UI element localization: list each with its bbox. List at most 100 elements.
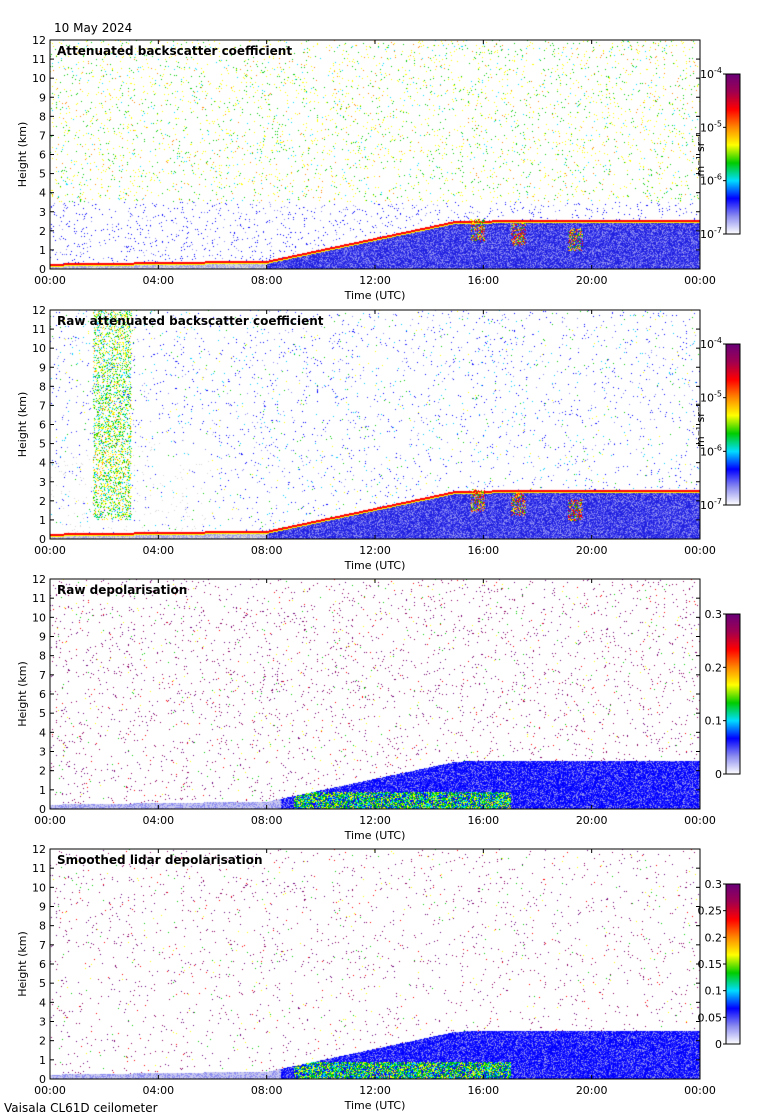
- y-tick-label: 9: [39, 631, 46, 644]
- x-tick-label: 20:00: [576, 814, 608, 827]
- y-axis-label: Height (km): [16, 122, 29, 188]
- y-axis-label: Height (km): [16, 931, 29, 997]
- y-tick-label: 7: [39, 669, 46, 682]
- heatmap-image: [50, 849, 700, 1079]
- y-tick-label: 10: [32, 72, 46, 85]
- colorbar-tick-label: 0.2: [705, 661, 723, 674]
- y-tick-label: 7: [39, 129, 46, 142]
- y-tick-label: 0: [39, 1073, 46, 1086]
- y-tick-label: 8: [39, 110, 46, 123]
- y-tick-label: 4: [39, 726, 46, 739]
- colorbar-tick-exponent: -4: [714, 66, 722, 75]
- colorbar-tick-exponent: -7: [714, 226, 722, 235]
- colorbar-tick-label: 0.2: [705, 931, 723, 944]
- x-tick-label: 16:00: [467, 1084, 499, 1097]
- y-tick-label: 8: [39, 380, 46, 393]
- y-tick-label: 1: [39, 1054, 46, 1067]
- colorbar-tick-label: 0.25: [698, 905, 723, 918]
- x-axis-label: Time (UTC): [344, 559, 406, 572]
- y-tick-label: 2: [39, 1035, 46, 1048]
- y-tick-label: 4: [39, 996, 46, 1009]
- colorbar-tick-exponent: -5: [714, 119, 722, 128]
- y-tick-label: 10: [32, 881, 46, 894]
- panel-title: Raw attenuated backscatter coefficient: [57, 314, 324, 328]
- y-axis-label: Height (km): [16, 661, 29, 727]
- panel-title: Attenuated backscatter coefficient: [57, 44, 292, 58]
- y-tick-label: 5: [39, 168, 46, 181]
- y-tick-label: 1: [39, 784, 46, 797]
- x-axis-label: Time (UTC): [344, 289, 406, 302]
- y-tick-label: 6: [39, 688, 46, 701]
- colorbar-tick-label: 0.3: [705, 608, 723, 621]
- y-tick-label: 0: [39, 533, 46, 546]
- y-tick-label: 11: [32, 862, 46, 875]
- y-tick-label: 12: [32, 843, 46, 856]
- colorbar-label: m⁻¹ sr⁻¹: [694, 402, 707, 447]
- y-tick-label: 1: [39, 514, 46, 527]
- heatmap-image: [50, 40, 700, 269]
- colorbar-tick-label: 10-7: [700, 497, 722, 512]
- y-tick-label: 3: [39, 746, 46, 759]
- x-tick-label: 08:00: [251, 1084, 283, 1097]
- y-tick-label: 6: [39, 419, 46, 432]
- x-tick-label: 00:00: [684, 814, 716, 827]
- y-tick-label: 1: [39, 244, 46, 257]
- x-tick-label: 20:00: [576, 1084, 608, 1097]
- x-tick-label: 00:00: [34, 274, 66, 287]
- colorbar-tick-exponent: -6: [714, 173, 722, 182]
- x-tick-label: 16:00: [467, 814, 499, 827]
- instrument-label: Vaisala CL61D ceilometer: [4, 1101, 158, 1115]
- y-tick-label: 2: [39, 765, 46, 778]
- y-tick-label: 7: [39, 939, 46, 952]
- y-tick-label: 2: [39, 495, 46, 508]
- x-tick-label: 20:00: [576, 274, 608, 287]
- y-tick-label: 12: [32, 304, 46, 317]
- y-tick-label: 6: [39, 149, 46, 162]
- x-tick-label: 04:00: [142, 1084, 174, 1097]
- x-tick-label: 00:00: [34, 814, 66, 827]
- x-tick-label: 04:00: [142, 544, 174, 557]
- panel-title: Raw depolarisation: [57, 583, 187, 597]
- y-tick-label: 12: [32, 573, 46, 586]
- x-tick-label: 08:00: [251, 814, 283, 827]
- x-tick-label: 12:00: [359, 274, 391, 287]
- y-tick-label: 5: [39, 438, 46, 451]
- x-tick-label: 16:00: [467, 544, 499, 557]
- x-tick-label: 08:00: [251, 544, 283, 557]
- y-tick-label: 9: [39, 361, 46, 374]
- x-tick-label: 12:00: [359, 814, 391, 827]
- heatmap-image: [50, 310, 700, 539]
- x-tick-label: 00:00: [684, 274, 716, 287]
- y-tick-label: 11: [32, 323, 46, 336]
- y-tick-label: 4: [39, 187, 46, 200]
- colorbar: [725, 73, 741, 235]
- y-tick-label: 7: [39, 399, 46, 412]
- colorbar: [725, 613, 741, 775]
- y-tick-label: 6: [39, 958, 46, 971]
- y-tick-label: 0: [39, 263, 46, 276]
- y-tick-label: 9: [39, 91, 46, 104]
- colorbar-tick-exponent: -7: [714, 497, 722, 506]
- y-tick-label: 5: [39, 977, 46, 990]
- colorbar-tick-label: 0.15: [698, 958, 723, 971]
- colorbar-label: m⁻¹ sr⁻¹: [694, 132, 707, 177]
- y-tick-label: 8: [39, 920, 46, 933]
- y-tick-label: 3: [39, 476, 46, 489]
- x-tick-label: 00:00: [34, 1084, 66, 1097]
- y-tick-label: 9: [39, 901, 46, 914]
- x-axis-label: Time (UTC): [344, 829, 406, 842]
- colorbar-tick-label: 0: [715, 1038, 722, 1051]
- y-tick-label: 3: [39, 1016, 46, 1029]
- y-tick-label: 12: [32, 34, 46, 47]
- x-tick-label: 12:00: [359, 544, 391, 557]
- colorbar-tick-exponent: -5: [714, 390, 722, 399]
- y-tick-label: 11: [32, 53, 46, 66]
- colorbar-tick-exponent: -6: [714, 443, 722, 452]
- x-tick-label: 08:00: [251, 274, 283, 287]
- x-tick-label: 16:00: [467, 274, 499, 287]
- y-tick-label: 10: [32, 611, 46, 624]
- y-tick-label: 4: [39, 457, 46, 470]
